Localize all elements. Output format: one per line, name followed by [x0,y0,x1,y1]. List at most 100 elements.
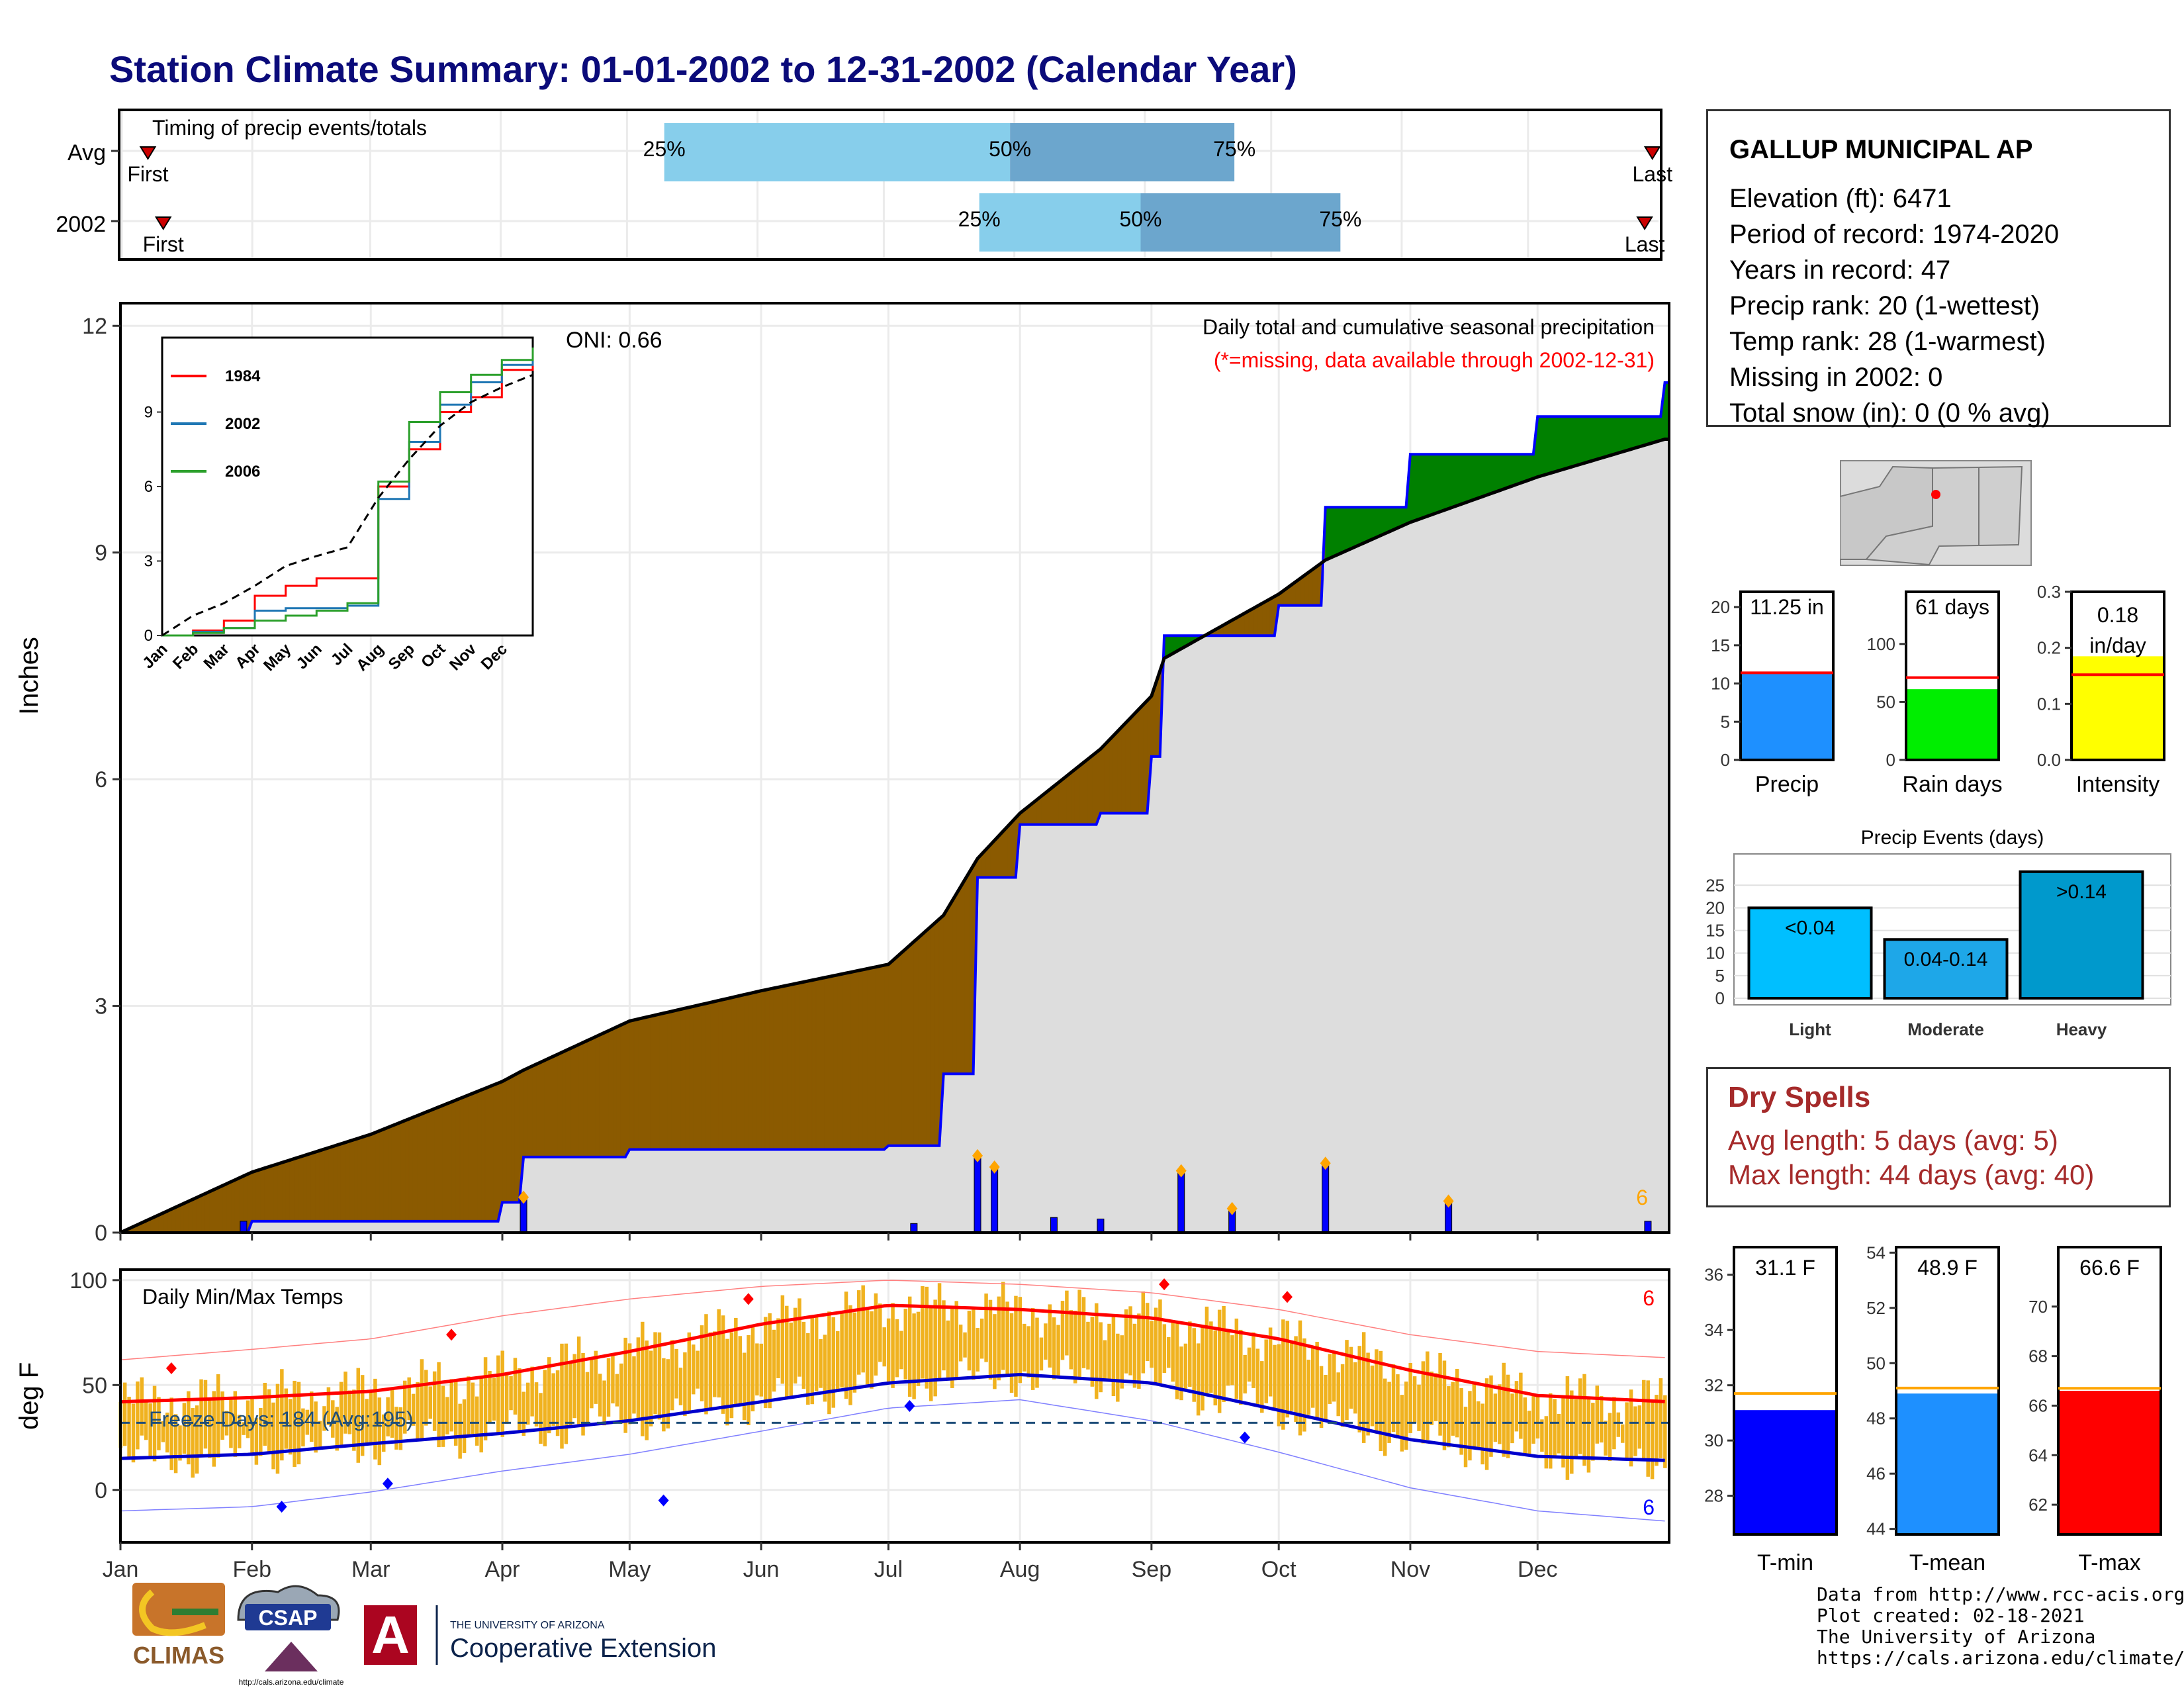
daily-temp-range-bar [861,1285,865,1373]
precip-deficit-area [480,1088,486,1222]
precip-deficit-area [527,1065,533,1158]
precip-deficit-area [553,1054,558,1158]
daily-temp-range-bar [1230,1335,1234,1385]
daily-temp-range-bar [199,1379,203,1457]
precip-deficit-area [209,1189,214,1233]
summary-bar-label: Rain days [1902,772,2002,797]
dry-spells-title: Dry Spells [1728,1081,1871,1113]
precip-surplus-area [1558,416,1564,471]
daily-temp-range-bar [1472,1382,1477,1448]
summary-bar-Precip [1741,674,1833,760]
daily-temp-range-bar [246,1400,250,1438]
temp-summary-ytick-label: 70 [2028,1297,2048,1317]
daily-temp-range-bar [1531,1394,1535,1444]
summary-ytick-label: 20 [1711,597,1730,617]
daily-temp-range-bar [1535,1395,1540,1439]
precip-deficit-area [391,1123,397,1222]
daily-temp-range-bar [539,1393,543,1444]
daily-temp-range-bar [284,1388,289,1449]
temp-summary-frame [2057,1246,2162,1536]
daily-temp-range-bar [331,1400,335,1438]
summary-bar-label: Intensity [2076,772,2160,797]
precip-deficit-area [650,1014,656,1150]
precip-deficit-area [523,1067,528,1158]
daily-temp-range-bar [933,1299,937,1397]
daily-temp-range-bar [1391,1364,1396,1432]
precip-event-count: 6 [1636,1186,1648,1209]
precip-deficit-area [319,1149,325,1222]
daily-temp-range-bar [1268,1327,1273,1397]
inset-avg-line [161,373,533,637]
daily-temp-range-bar [343,1372,347,1434]
daily-temp-range-bar [263,1382,267,1446]
daily-temp-range-bar [347,1390,352,1434]
daily-precip-bar [1097,1218,1105,1233]
daily-temp-range-bar [1226,1331,1230,1386]
daily-temp-range-bar [1273,1344,1277,1408]
daily-temp-range-bar [407,1377,411,1421]
precip-deficit-area [1002,825,1008,878]
precip-deficit-area [1248,608,1254,636]
daily-temp-range-bar [907,1296,912,1397]
precip-deficit-area [646,1015,651,1150]
daily-temp-range-bar [687,1332,692,1411]
month-label: Dec [1518,1557,1557,1582]
daily-temp-range-bar [704,1314,708,1415]
precip-deficit-area [909,941,915,1147]
daily-temp-range-bar [1103,1340,1107,1380]
precip-deficit-area [1142,699,1148,814]
daily-temp-range-bar [373,1378,377,1460]
daily-temp-range-bar [259,1407,263,1456]
daily-temp-range-bar [636,1337,641,1420]
daily-temp-range-bar [1111,1314,1116,1397]
precip-surplus-area [1545,416,1551,475]
precip-deficit-area [917,933,923,1147]
precip-ytick-label: 6 [95,767,107,792]
daily-temp-range-bar [305,1409,310,1435]
daily-temp-range-bar [1213,1330,1218,1406]
daily-temp-range-bar [1361,1332,1366,1443]
precip-deficit-area [336,1143,341,1222]
summary-ytick-label: 0.0 [2037,750,2061,770]
daily-temp-range-bar [1294,1336,1298,1423]
precip-deficit-area [854,970,860,1150]
daily-temp-range-bar [229,1397,233,1448]
daily-temp-range-bar [763,1317,768,1409]
daily-temp-range-bar [1620,1424,1625,1443]
daily-temp-range-bar [569,1362,572,1427]
daily-temp-range-bar [1502,1362,1506,1457]
footer-university: The University of Arizona [1817,1626,2096,1648]
events-ytick-label: 20 [1706,898,1725,917]
precip-deficit-area [379,1129,384,1222]
precip-deficit-area [544,1057,550,1158]
precip-surplus-area [1334,506,1339,557]
climas-text: CLIMAS [133,1642,224,1669]
daily-temp-range-bar [1387,1382,1391,1443]
daily-temp-range-bar [942,1300,946,1371]
precip-deficit-area [764,988,770,1150]
summary-bar-label: Precip [1755,772,1819,797]
daily-temp-range-bar [238,1415,242,1448]
daily-temp-range-bar [632,1356,636,1414]
heavy-event-marker [518,1190,529,1204]
precip-deficit-area [858,969,864,1150]
precip-deficit-area [684,1007,690,1150]
precip-deficit-area [1312,565,1318,606]
precip-deficit-area [811,978,817,1150]
daily-temp-range-bar [564,1343,569,1444]
normal-min-line [120,1372,1665,1462]
precip-deficit-area [943,907,948,1074]
precip-deficit-area [222,1183,227,1233]
precip-ytick-label: 3 [95,994,107,1019]
precip-deficit-area [315,1150,320,1222]
precip-surplus-area [1346,506,1351,551]
month-label: Aug [1000,1557,1040,1582]
daily-temp-range-bar [831,1317,836,1408]
max-record-count: 6 [1643,1286,1655,1310]
precip-deficit-area [1257,602,1263,636]
footer-data-source: Data from http://www.rcc-acis.org/ [1817,1583,2184,1605]
daily-temp-range-bar [1171,1320,1175,1382]
daily-temp-range-bar [611,1356,615,1404]
daily-temp-range-bar [662,1358,666,1432]
precip-deficit-area [459,1096,465,1222]
